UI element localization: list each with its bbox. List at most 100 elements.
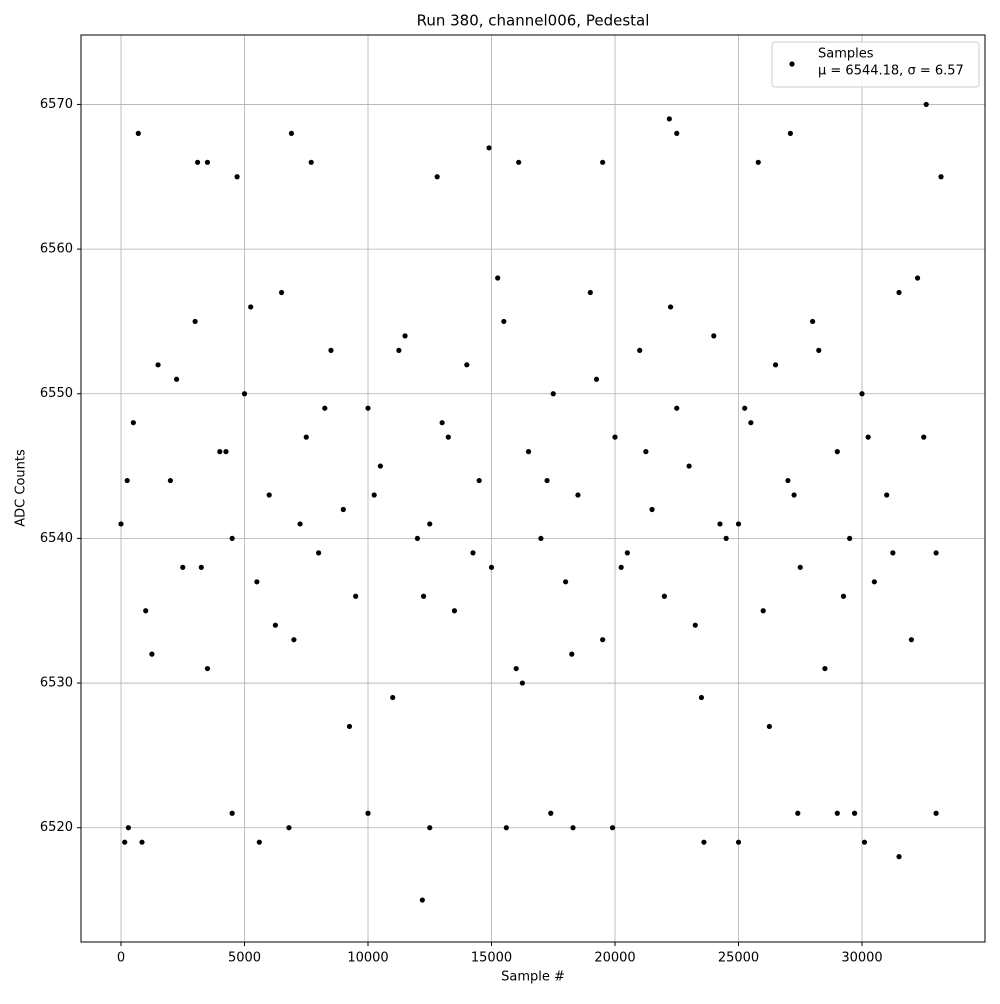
y-tick-label: 6550 xyxy=(40,386,73,401)
data-point xyxy=(859,391,865,397)
data-point xyxy=(735,521,742,527)
data-point xyxy=(135,130,141,136)
data-point xyxy=(427,521,433,527)
data-point xyxy=(476,477,482,484)
data-point xyxy=(122,839,128,845)
data-point xyxy=(149,651,155,657)
data-point xyxy=(513,665,519,672)
data-point xyxy=(575,492,581,498)
data-point xyxy=(241,391,248,397)
data-point xyxy=(797,564,803,570)
y-tick-label: 6570 xyxy=(40,97,73,112)
data-point xyxy=(414,535,421,542)
legend-label: μ = 6544.18, σ = 6.57 xyxy=(818,64,964,79)
data-point xyxy=(871,579,877,585)
data-point xyxy=(840,593,847,599)
data-point xyxy=(254,579,260,585)
data-point xyxy=(451,608,458,614)
legend-entry: Samples xyxy=(818,47,874,62)
y-tick-label: 6560 xyxy=(40,242,73,257)
data-point xyxy=(256,839,262,845)
data-point xyxy=(667,304,674,310)
data-point xyxy=(272,622,278,628)
data-point xyxy=(192,318,198,325)
data-point xyxy=(847,535,853,542)
data-point xyxy=(519,680,525,686)
x-tick-label: 10000 xyxy=(347,951,388,966)
data-point xyxy=(933,810,939,816)
data-point xyxy=(570,825,576,831)
data-point xyxy=(501,318,507,325)
data-point xyxy=(701,839,707,845)
data-point xyxy=(938,174,944,180)
data-point xyxy=(609,825,616,831)
plot-area: 0 5000 10000 15000 20000 25000 30000 6520 6530 65… xyxy=(40,35,985,966)
data-point xyxy=(923,101,929,108)
data-point xyxy=(896,854,902,860)
data-point xyxy=(419,897,425,903)
data-point xyxy=(328,347,334,353)
data-point xyxy=(593,376,600,382)
data-point xyxy=(464,362,470,368)
data-point xyxy=(766,723,772,730)
data-point xyxy=(787,130,793,136)
data-point xyxy=(674,405,680,411)
data-point xyxy=(486,145,492,151)
data-point xyxy=(661,593,668,599)
data-point xyxy=(390,694,396,701)
data-point xyxy=(167,477,174,484)
data-point xyxy=(143,608,149,614)
data-point xyxy=(785,477,791,484)
data-point xyxy=(516,159,522,165)
data-point xyxy=(180,564,186,570)
x-tick-label: 30000 xyxy=(841,951,882,966)
data-point xyxy=(316,550,322,556)
data-point xyxy=(130,420,136,426)
data-point xyxy=(139,839,145,845)
legend-box xyxy=(771,41,980,88)
data-point xyxy=(503,825,509,831)
plot-frame xyxy=(80,34,986,943)
data-point xyxy=(194,159,201,165)
data-point xyxy=(439,420,445,426)
data-point xyxy=(795,810,801,816)
data-point xyxy=(717,521,723,527)
data-point xyxy=(587,289,593,296)
data-point xyxy=(600,637,606,643)
data-point xyxy=(229,810,235,816)
data-point xyxy=(340,506,346,513)
data-point xyxy=(286,825,292,831)
data-point xyxy=(637,347,643,353)
data-point xyxy=(890,550,896,556)
data-point xyxy=(851,810,858,816)
data-point xyxy=(470,550,476,556)
x-tick-label: 25000 xyxy=(718,951,759,966)
data-point xyxy=(248,304,254,310)
legend: Samples μ = 6544.18, σ = 6.57 xyxy=(771,41,980,88)
data-point xyxy=(371,492,377,498)
data-point xyxy=(538,535,544,542)
data-point xyxy=(396,347,402,353)
y-tick-label: 6520 xyxy=(40,820,73,835)
data-point xyxy=(278,289,285,296)
data-point xyxy=(402,333,408,339)
data-point xyxy=(488,564,495,570)
data-point xyxy=(809,318,816,325)
data-point xyxy=(204,665,211,672)
data-point xyxy=(643,449,649,455)
data-point xyxy=(495,275,501,281)
data-point xyxy=(865,434,871,440)
data-point xyxy=(933,550,939,556)
data-point xyxy=(118,521,124,527)
data-point xyxy=(377,463,383,469)
data-point xyxy=(125,825,132,831)
data-point xyxy=(365,810,371,816)
data-point xyxy=(266,492,272,498)
data-point xyxy=(291,637,297,643)
data-point xyxy=(234,174,240,180)
data-point xyxy=(772,362,779,368)
x-tick-label: 5000 xyxy=(228,951,261,966)
legend-marker xyxy=(789,61,795,67)
